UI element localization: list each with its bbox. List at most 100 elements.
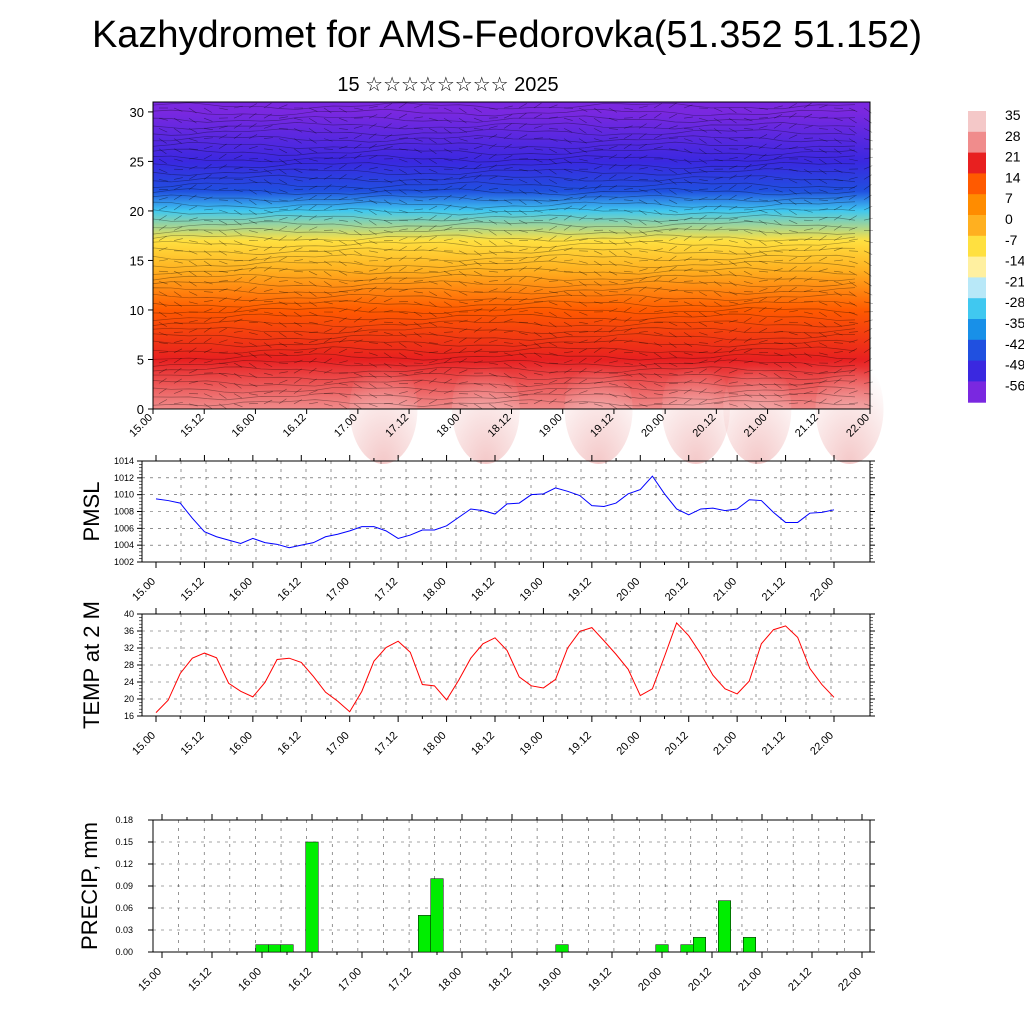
wind-barb: [278, 352, 288, 356]
wind-barb: [698, 158, 707, 164]
wind-barb: [458, 194, 467, 201]
wind-barb: [773, 286, 782, 292]
wind-barb: [428, 291, 438, 297]
wind-barb: [338, 128, 348, 130]
wind-barb: [548, 245, 557, 252]
wind-barb: [803, 266, 812, 272]
wind-barb: [713, 281, 722, 287]
wind-barb: [353, 393, 362, 399]
pmsl-xtick-label: 21.00: [711, 576, 739, 604]
wind-barb: [218, 125, 228, 129]
wind-barb: [743, 145, 753, 150]
precip-ytick-label: 0.06: [115, 903, 133, 913]
wind-barb: [713, 321, 723, 324]
wind-barb: [593, 291, 603, 296]
wind-barb: [848, 226, 858, 231]
wind-barb: [248, 103, 257, 109]
wind-barb: [608, 299, 618, 303]
wind-barb: [278, 388, 287, 394]
wind-barb: [788, 146, 798, 150]
wind-barb: [653, 402, 663, 405]
wind-barb: [848, 117, 857, 124]
wind-barb: [203, 260, 212, 267]
wind-barb: [818, 158, 827, 165]
temp-xtick-label: 15.12: [179, 730, 207, 758]
wind-barb: [713, 107, 723, 112]
wind-barb: [578, 117, 587, 124]
wind-barb: [863, 291, 873, 296]
wind-barb: [263, 321, 273, 326]
wind-barb: [338, 107, 347, 113]
wind-barb: [188, 281, 197, 287]
wind-barb: [398, 219, 409, 222]
wind-barb: [803, 342, 812, 348]
wind-barb: [203, 360, 213, 364]
wind-barb: [173, 158, 183, 162]
wind-barb: [428, 117, 438, 121]
wind-barb: [608, 117, 618, 122]
wind-barb: [278, 208, 288, 211]
wind-barb: [188, 107, 197, 114]
wind-barb: [608, 403, 617, 409]
wind-barb: [173, 390, 183, 394]
wind-barb: [413, 138, 423, 142]
wind-barb: [428, 368, 438, 374]
wind-barb: [203, 185, 213, 190]
wind-barb: [623, 372, 633, 377]
wind-barb: [503, 268, 513, 272]
wind-barb: [563, 168, 573, 173]
wind-barb: [638, 318, 648, 323]
wind-barb: [833, 281, 843, 285]
wind-barb: [863, 381, 873, 384]
streamline: [152, 135, 856, 143]
temp-grid: [142, 613, 870, 717]
wind-barb: [743, 348, 753, 354]
wind-barb: [398, 148, 408, 151]
wind-barb: [323, 328, 333, 333]
wind-barb: [683, 311, 692, 317]
wind-barb: [548, 199, 558, 202]
wind-barb: [758, 209, 768, 214]
wind-barb: [203, 137, 213, 139]
wind-barb: [638, 123, 647, 129]
pmsl-xtick-label: 21.12: [760, 576, 788, 604]
pmsl-grid: [142, 460, 870, 563]
wind-barb: [248, 276, 257, 282]
wind-barb: [218, 107, 228, 111]
streamline: [152, 247, 856, 256]
wind-barb: [623, 107, 633, 110]
wind-barb: [653, 372, 662, 378]
wind-barb: [608, 317, 617, 323]
wind-barb: [428, 196, 438, 201]
wind-barb: [458, 138, 468, 142]
wind-barb: [563, 117, 573, 121]
wind-barb: [233, 362, 243, 368]
wind-barb: [833, 225, 842, 231]
wind-barb: [758, 143, 767, 150]
wind-barb: [848, 128, 857, 134]
wind-barb: [263, 158, 273, 163]
streamline: [152, 386, 856, 394]
wind-barb: [443, 260, 453, 264]
wind-barb: [758, 393, 767, 399]
wind-barb: [653, 168, 663, 172]
wind-barb: [383, 230, 393, 233]
wind-barb: [428, 259, 438, 262]
wind-barb: [473, 348, 483, 354]
wind-barb: [188, 260, 197, 266]
wind-barb: [563, 188, 574, 190]
wind-barb: [368, 199, 378, 204]
wind-barb: [758, 240, 767, 246]
wind-barb: [608, 270, 618, 276]
wind-barb: [698, 270, 708, 273]
wind-barb: [593, 128, 603, 133]
streamline: [152, 373, 856, 381]
wind-barb: [428, 215, 437, 221]
pmsl-xtick-label: 20.00: [614, 576, 642, 604]
wind-barb: [743, 230, 753, 235]
wind-barb: [218, 164, 227, 170]
wind-barb: [293, 399, 303, 405]
wind-barb: [203, 348, 213, 354]
wind-barb: [728, 260, 737, 267]
wind-barb: [503, 199, 513, 204]
